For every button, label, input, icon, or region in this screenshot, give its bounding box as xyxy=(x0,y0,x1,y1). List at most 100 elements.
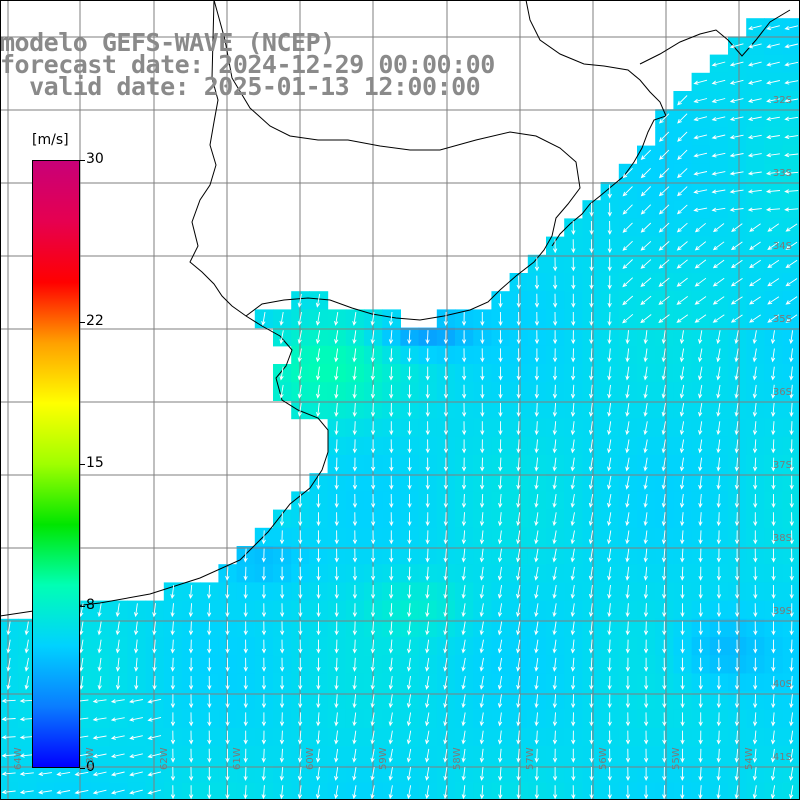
wind-arrow xyxy=(698,657,703,672)
wind-arrow xyxy=(425,439,430,454)
wind-arrow xyxy=(479,512,485,527)
wind-arrow xyxy=(407,530,412,545)
wind-arrow xyxy=(297,330,302,345)
wind-arrow xyxy=(352,421,357,436)
wind-arrow xyxy=(789,675,794,691)
wind-arrow xyxy=(753,475,758,490)
wind-arrow xyxy=(711,61,726,67)
wind-arrow xyxy=(789,330,794,345)
wind-arrow xyxy=(479,530,485,545)
wind-arrow xyxy=(279,566,285,581)
wind-arrow xyxy=(625,639,630,654)
wind-arrow xyxy=(243,785,248,800)
wind-arrow xyxy=(767,296,780,305)
wind-arrow xyxy=(752,712,758,727)
wind-arrow xyxy=(425,785,430,800)
wind-arrow xyxy=(770,748,776,763)
wind-arrow xyxy=(734,603,740,618)
wind-arrow xyxy=(516,512,521,527)
wind-arrow xyxy=(134,675,139,691)
wind-arrow xyxy=(56,790,71,795)
wind-arrow xyxy=(734,457,739,472)
wind-arrow xyxy=(243,657,248,672)
wind-arrow xyxy=(56,771,71,777)
wind-arrow xyxy=(716,712,721,727)
wind-arrow xyxy=(152,675,157,691)
wind-arrow xyxy=(315,785,321,800)
wind-arrow xyxy=(534,384,539,399)
wind-arrow xyxy=(207,748,212,763)
wind-arrow xyxy=(571,748,576,763)
wind-arrow xyxy=(658,295,670,305)
wind-arrow xyxy=(479,585,484,599)
wind-arrow xyxy=(352,384,357,399)
wind-arrow xyxy=(389,530,394,545)
wind-arrow xyxy=(334,621,339,636)
wind-arrow xyxy=(316,730,321,745)
wind-arrow xyxy=(129,753,143,759)
wind-arrow xyxy=(534,621,539,636)
wind-arrow xyxy=(516,348,521,363)
wind-arrow xyxy=(770,366,776,381)
wind-arrow xyxy=(552,512,557,527)
wind-arrow xyxy=(766,25,780,31)
wind-arrow xyxy=(388,694,393,709)
wind-arrow xyxy=(352,585,358,600)
wind-arrow xyxy=(694,314,707,323)
wind-arrow xyxy=(571,348,576,363)
wind-arrow xyxy=(752,767,757,781)
wind-arrow xyxy=(784,61,799,67)
wind-arrow xyxy=(552,621,557,636)
wind-arrow xyxy=(622,204,633,215)
wind-arrow xyxy=(316,639,321,654)
wind-arrow xyxy=(698,585,703,600)
wind-arrow xyxy=(730,296,743,305)
wind-arrow xyxy=(297,712,303,727)
wind-arrow xyxy=(607,530,612,545)
wind-arrow xyxy=(461,530,466,545)
wind-arrow xyxy=(406,639,412,654)
wind-arrow xyxy=(19,790,34,795)
wind-arrow xyxy=(752,694,758,709)
wind-arrow xyxy=(534,475,539,490)
wind-arrow xyxy=(352,493,358,509)
wind-arrow xyxy=(552,603,557,618)
wind-arrow xyxy=(552,275,558,290)
wind-arrow xyxy=(370,639,375,654)
wind-arrow xyxy=(425,566,430,581)
wind-arrow xyxy=(425,402,430,418)
wind-arrow xyxy=(622,240,633,251)
wind-arrow xyxy=(767,259,780,269)
wind-arrow xyxy=(315,767,321,781)
wind-arrow xyxy=(352,330,357,345)
wind-arrow xyxy=(734,439,739,454)
wind-arrow xyxy=(534,293,540,308)
wind-arrow xyxy=(1,735,16,740)
wind-arrow xyxy=(729,43,744,49)
wind-arrow xyxy=(352,366,357,381)
wind-arrow xyxy=(771,621,776,636)
wind-arrow xyxy=(207,675,212,691)
wind-arrow xyxy=(24,621,29,636)
wind-arrow xyxy=(388,348,394,363)
wind-arrow xyxy=(658,149,670,161)
wind-arrow xyxy=(316,712,321,727)
wind-arrow xyxy=(643,603,649,618)
wind-arrow xyxy=(188,584,193,600)
wind-arrow xyxy=(676,259,688,269)
wind-arrow xyxy=(570,694,576,709)
wind-arrow xyxy=(406,657,412,672)
wind-arrow xyxy=(443,457,449,472)
wind-arrow xyxy=(734,548,740,563)
wind-arrow xyxy=(729,116,744,122)
wind-arrow xyxy=(334,366,339,381)
wind-arrow xyxy=(662,621,667,636)
latitude-label: 41S xyxy=(772,752,792,763)
wind-arrow xyxy=(24,657,29,672)
wind-arrow xyxy=(370,439,376,454)
colorbar-tick-label: 22 xyxy=(86,313,104,330)
wind-arrow xyxy=(443,384,449,399)
wind-arrow xyxy=(1,698,16,704)
wind-arrow xyxy=(261,766,266,782)
wind-arrow xyxy=(534,566,539,581)
